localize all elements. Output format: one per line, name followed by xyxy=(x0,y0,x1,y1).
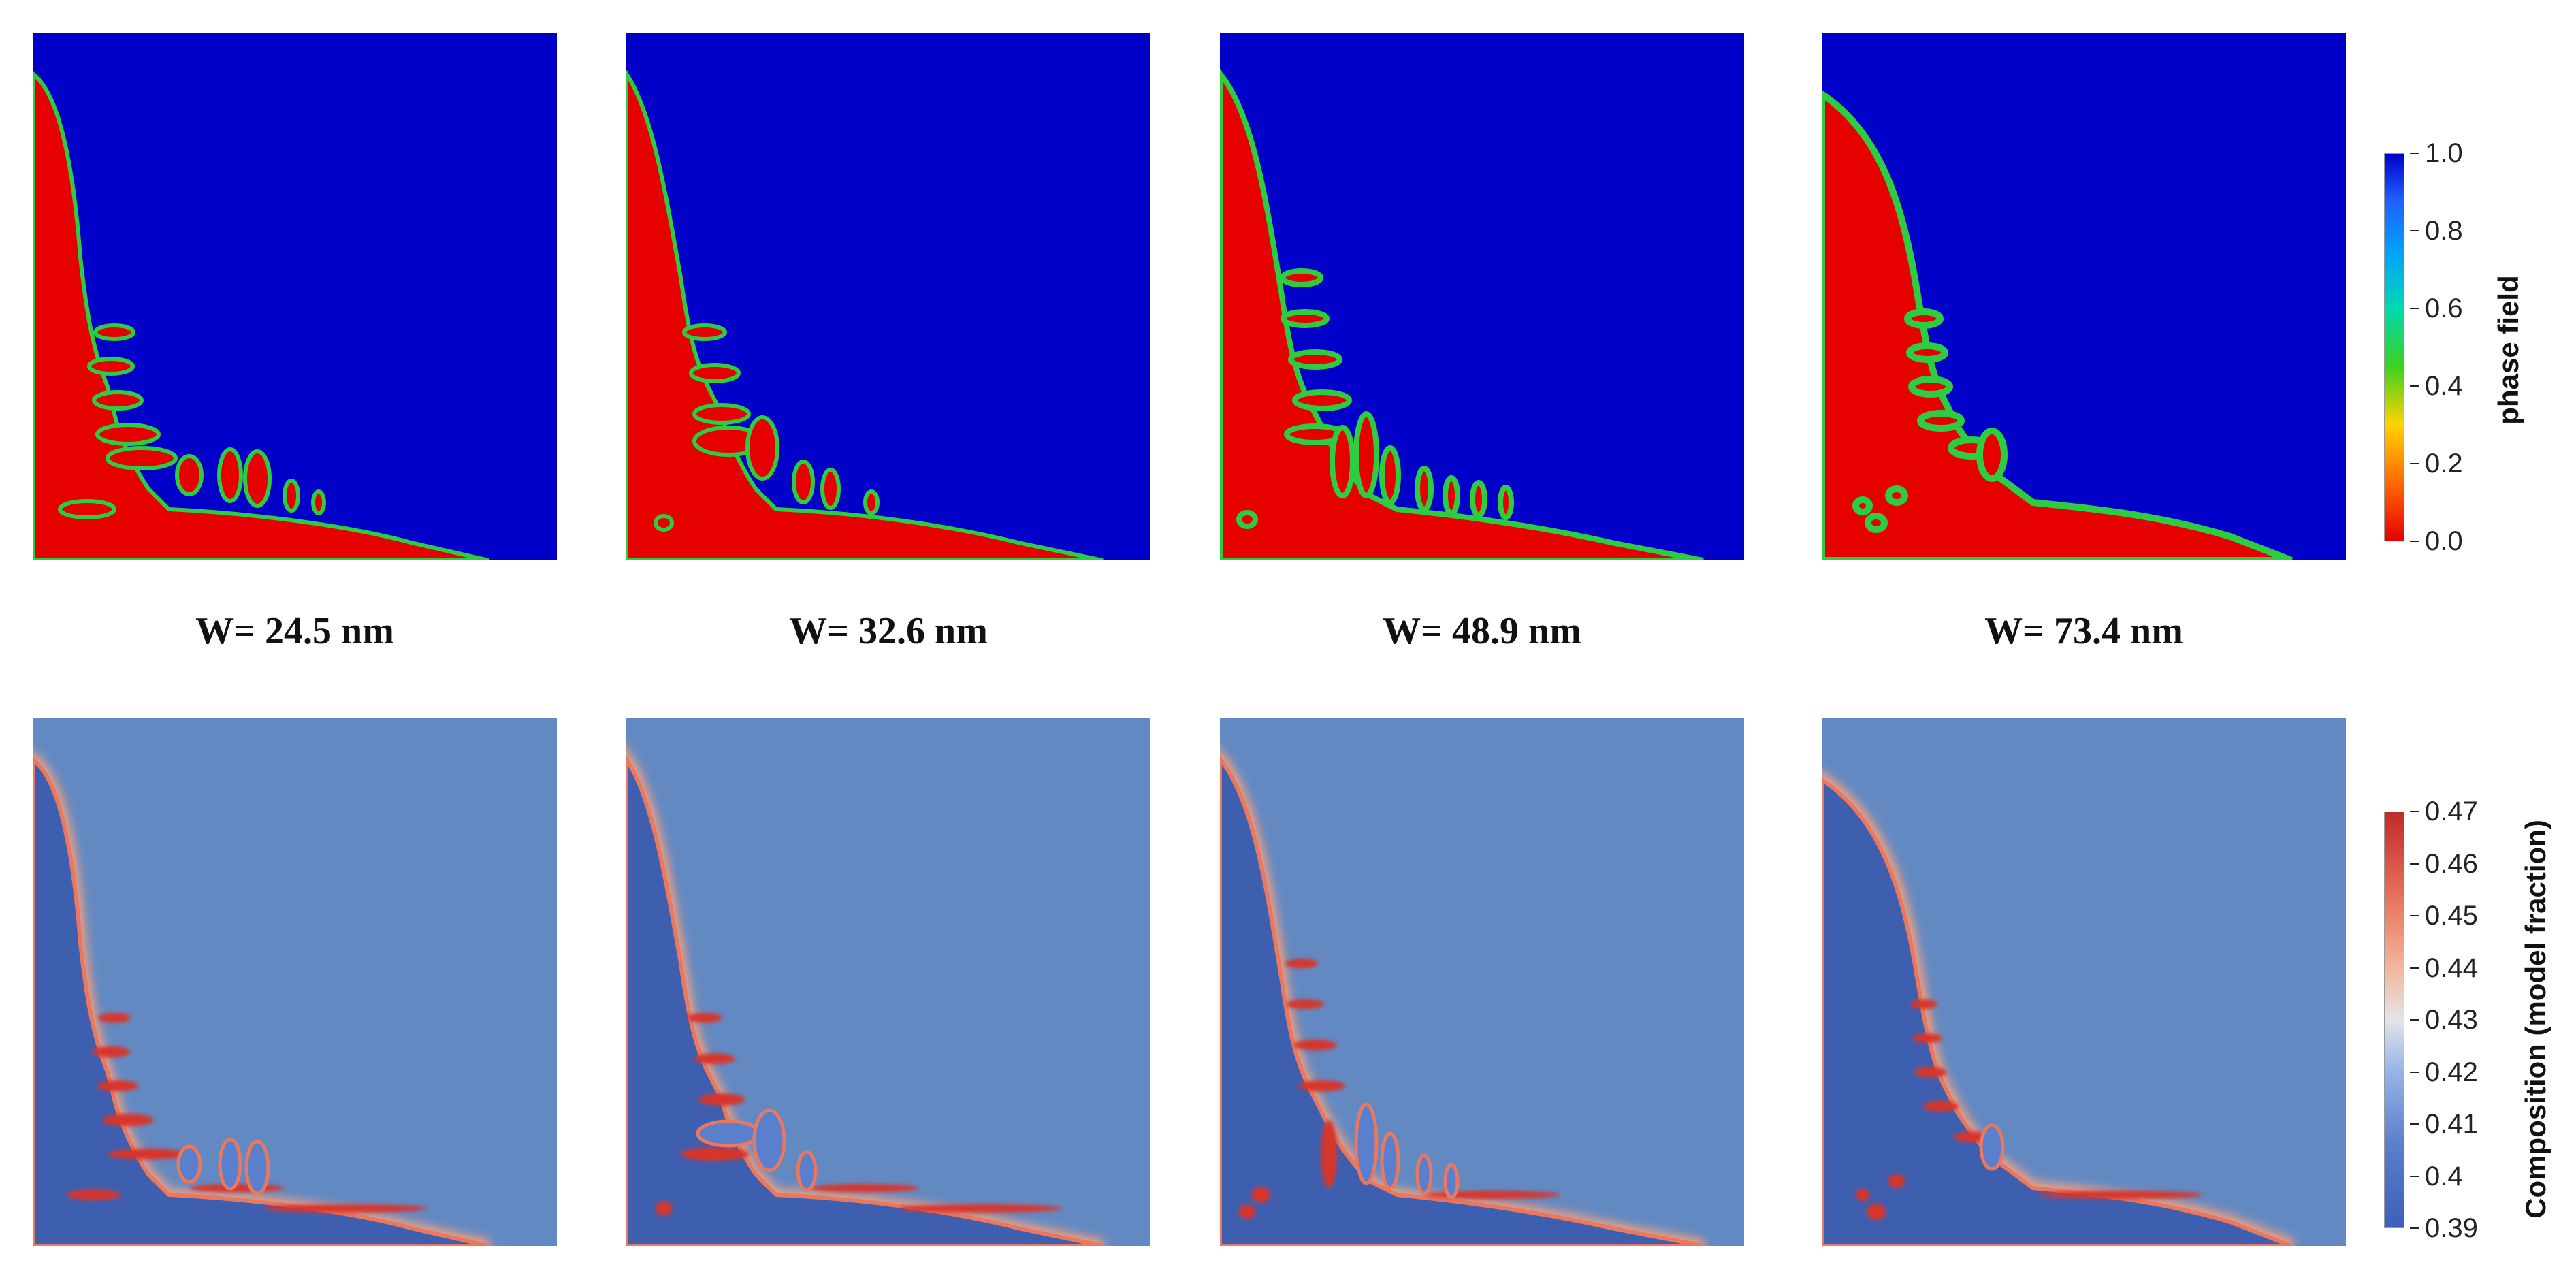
colorbar-tick-label: 0.46 xyxy=(2410,848,2478,879)
phase-field-colorbar-title: phase field xyxy=(2492,275,2524,425)
composition-plot xyxy=(1822,718,2346,1246)
composition-colorbar xyxy=(2384,812,2404,1228)
colorbar-tick-label: 0.6 xyxy=(2410,293,2463,323)
phase-field-plot xyxy=(33,33,557,560)
colorbar-tick-label: 0.0 xyxy=(2410,526,2463,556)
composition-panel-3 xyxy=(1220,718,1744,1246)
colorbar-tick-label: 0.47 xyxy=(2410,797,2478,826)
phase-field-panel-2 xyxy=(626,33,1150,560)
phase-field-plot xyxy=(626,33,1150,560)
phase-field-plot xyxy=(1822,33,2346,560)
phase-field-panel-4 xyxy=(1822,33,2346,560)
colorbar-tick-label: 0.2 xyxy=(2410,449,2463,479)
colorbar-tick-label: 0.45 xyxy=(2410,901,2478,931)
panel-label-1: W= 24.5 nm xyxy=(195,610,394,652)
colorbar-tick-label: 0.4 xyxy=(2410,371,2463,401)
colorbar-tick-label: 0.4 xyxy=(2410,1161,2463,1191)
composition-panel-4 xyxy=(1822,718,2346,1246)
phase-field-plot xyxy=(1220,33,1744,560)
colorbar-tick-label: 0.39 xyxy=(2410,1213,2478,1243)
panel-label-3: W= 48.9 nm xyxy=(1383,610,1581,652)
colorbar-tick-label: 0.44 xyxy=(2410,952,2478,983)
composition-plot xyxy=(626,718,1150,1246)
colorbar-tick-label: 0.8 xyxy=(2410,216,2463,246)
panel-label-2: W= 32.6 nm xyxy=(789,610,988,652)
colorbar-tick-label: 0.42 xyxy=(2410,1057,2478,1087)
phase-field-panel-3 xyxy=(1220,33,1744,560)
colorbar-tick-label: 0.43 xyxy=(2410,1005,2478,1035)
composition-panel-1 xyxy=(33,718,557,1246)
colorbar-tick-label: 0.41 xyxy=(2410,1109,2478,1139)
panel-label-4: W= 73.4 nm xyxy=(1984,610,2183,652)
composition-colorbar-title: Composition (model fraction) xyxy=(2519,820,2551,1219)
phase-field-panel-1 xyxy=(33,33,557,560)
composition-panel-2 xyxy=(626,718,1150,1246)
composition-plot xyxy=(33,718,557,1246)
colorbar-tick-label: 1.0 xyxy=(2410,138,2463,168)
phase-field-colorbar xyxy=(2384,153,2404,541)
composition-plot xyxy=(1220,718,1744,1246)
